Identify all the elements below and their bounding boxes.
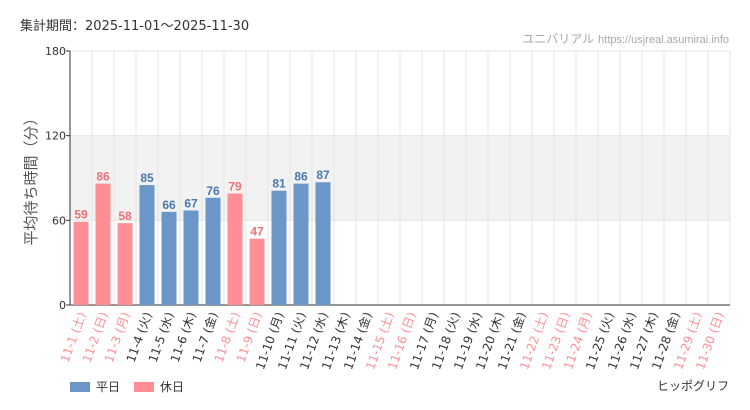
data-label: 81 (272, 177, 286, 191)
y-tick-label: 120 (45, 130, 66, 143)
brand-credit: ユニバリアル https://usjreal.asumirai.info (522, 30, 729, 47)
bar (227, 193, 243, 305)
legend-swatch-holiday (134, 381, 155, 392)
data-label: 86 (96, 170, 110, 184)
data-label: 59 (74, 208, 88, 222)
bar (271, 190, 287, 305)
brand-site: https://usjreal.asumirai.info (598, 34, 729, 46)
bar (161, 211, 177, 305)
attraction-name: ヒッポグリフ (656, 379, 729, 393)
bar (315, 182, 331, 305)
bar (117, 223, 133, 305)
brand-name: ユニバリアル (522, 32, 595, 46)
y-tick-label: 0 (59, 299, 66, 312)
period-text: 集計期間：2025-11-01～2025-11-30 (20, 19, 250, 34)
data-label: 86 (294, 170, 308, 184)
data-label: 66 (162, 198, 176, 212)
data-label: 47 (250, 225, 264, 239)
bar (205, 197, 221, 305)
legend-swatch-weekday (70, 381, 90, 392)
bar (139, 185, 155, 305)
legend-item-weekday[interactable]: 平日 (70, 378, 120, 395)
bar (73, 221, 89, 305)
bar (183, 210, 199, 305)
bar (293, 183, 309, 305)
data-label: 58 (118, 209, 132, 223)
legend-label-weekday: 平日 (96, 380, 121, 394)
y-axis-label: 平均待ち時間（分） (22, 110, 40, 245)
legend-label-holiday: 休日 (160, 380, 185, 394)
y-tick-label: 60 (52, 214, 66, 227)
data-label: 67 (184, 196, 198, 210)
legend: 平日 休日 (70, 378, 198, 395)
y-tick-label: 180 (45, 45, 66, 58)
data-label: 87 (316, 168, 330, 182)
legend-item-holiday[interactable]: 休日 (134, 378, 184, 395)
data-label: 85 (140, 171, 154, 185)
data-label: 76 (206, 184, 220, 198)
bar (95, 183, 111, 305)
data-label: 79 (228, 180, 242, 194)
bar (249, 238, 265, 305)
